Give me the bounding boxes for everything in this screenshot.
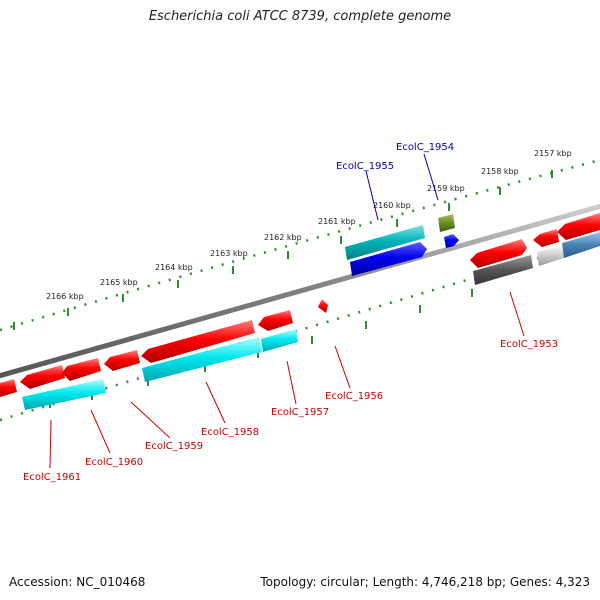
tick-label-2164: 2164 kbp bbox=[155, 263, 193, 272]
accession-text: Accession: NC_010468 bbox=[9, 575, 146, 589]
gene-label-1954: EcolC_1954 bbox=[396, 142, 454, 153]
feature-steel bbox=[562, 232, 600, 258]
genome-backbone bbox=[0, 203, 600, 379]
tick-label-2159: 2159 kbp bbox=[427, 184, 465, 193]
tick-label-2158: 2158 kbp bbox=[481, 167, 519, 176]
tick-label-2165: 2165 kbp bbox=[100, 278, 138, 287]
gene-label-1961: EcolC_1961 bbox=[23, 472, 81, 483]
callout-lines-red bbox=[49, 291, 525, 469]
genome-summary-text: Topology: circular; Length: 4,746,218 bp… bbox=[260, 575, 590, 589]
gene-label-1955: EcolC_1955 bbox=[336, 161, 394, 172]
feature-red-far-right bbox=[557, 213, 600, 240]
gene-label-1957: EcolC_1957 bbox=[271, 407, 329, 418]
tick-label-2157: 2157 kbp bbox=[534, 149, 572, 158]
feature-blue-1954 bbox=[444, 234, 459, 248]
feature-red-1956 bbox=[318, 299, 328, 313]
tick-label-2161: 2161 kbp bbox=[318, 217, 356, 226]
feature-red-1960 bbox=[20, 365, 65, 389]
feature-cyan-1958 bbox=[142, 337, 262, 382]
gene-label-1960: EcolC_1960 bbox=[85, 457, 143, 468]
feature-blue-1955 bbox=[350, 242, 427, 276]
tick-label-2166: 2166 kbp bbox=[46, 292, 84, 301]
feature-teal-1955 bbox=[345, 225, 425, 260]
feature-red-1957 bbox=[258, 310, 293, 331]
feature-red-1953 bbox=[470, 239, 527, 268]
gene-label-1953: EcolC_1953 bbox=[500, 339, 558, 350]
gene-label-1958: EcolC_1958 bbox=[201, 427, 259, 438]
callout-lines-blue bbox=[365, 153, 439, 221]
feature-olive-small bbox=[438, 214, 455, 232]
feature-cyan-1957 bbox=[261, 329, 298, 352]
tick-label-2160: 2160 kbp bbox=[373, 201, 411, 210]
gene-label-1959: EcolC_1959 bbox=[145, 441, 203, 452]
feature-red-left-edge bbox=[0, 379, 17, 397]
feature-red-1961 bbox=[62, 358, 101, 381]
feature-red-small-right bbox=[533, 229, 559, 247]
feature-red-1958 bbox=[141, 320, 255, 363]
outer-major-ticks bbox=[13, 170, 553, 330]
tick-label-2162: 2162 kbp bbox=[264, 233, 302, 242]
gene-label-1956: EcolC_1956 bbox=[325, 391, 383, 402]
tick-label-2163: 2163 kbp bbox=[210, 249, 248, 258]
map-title: Escherichia coli ATCC 8739, complete gen… bbox=[148, 9, 452, 24]
feature-lightgray bbox=[537, 245, 564, 266]
feature-gray-1953 bbox=[473, 255, 533, 285]
feature-red-1959 bbox=[104, 350, 140, 371]
feature-cyan-1960 bbox=[22, 379, 106, 410]
